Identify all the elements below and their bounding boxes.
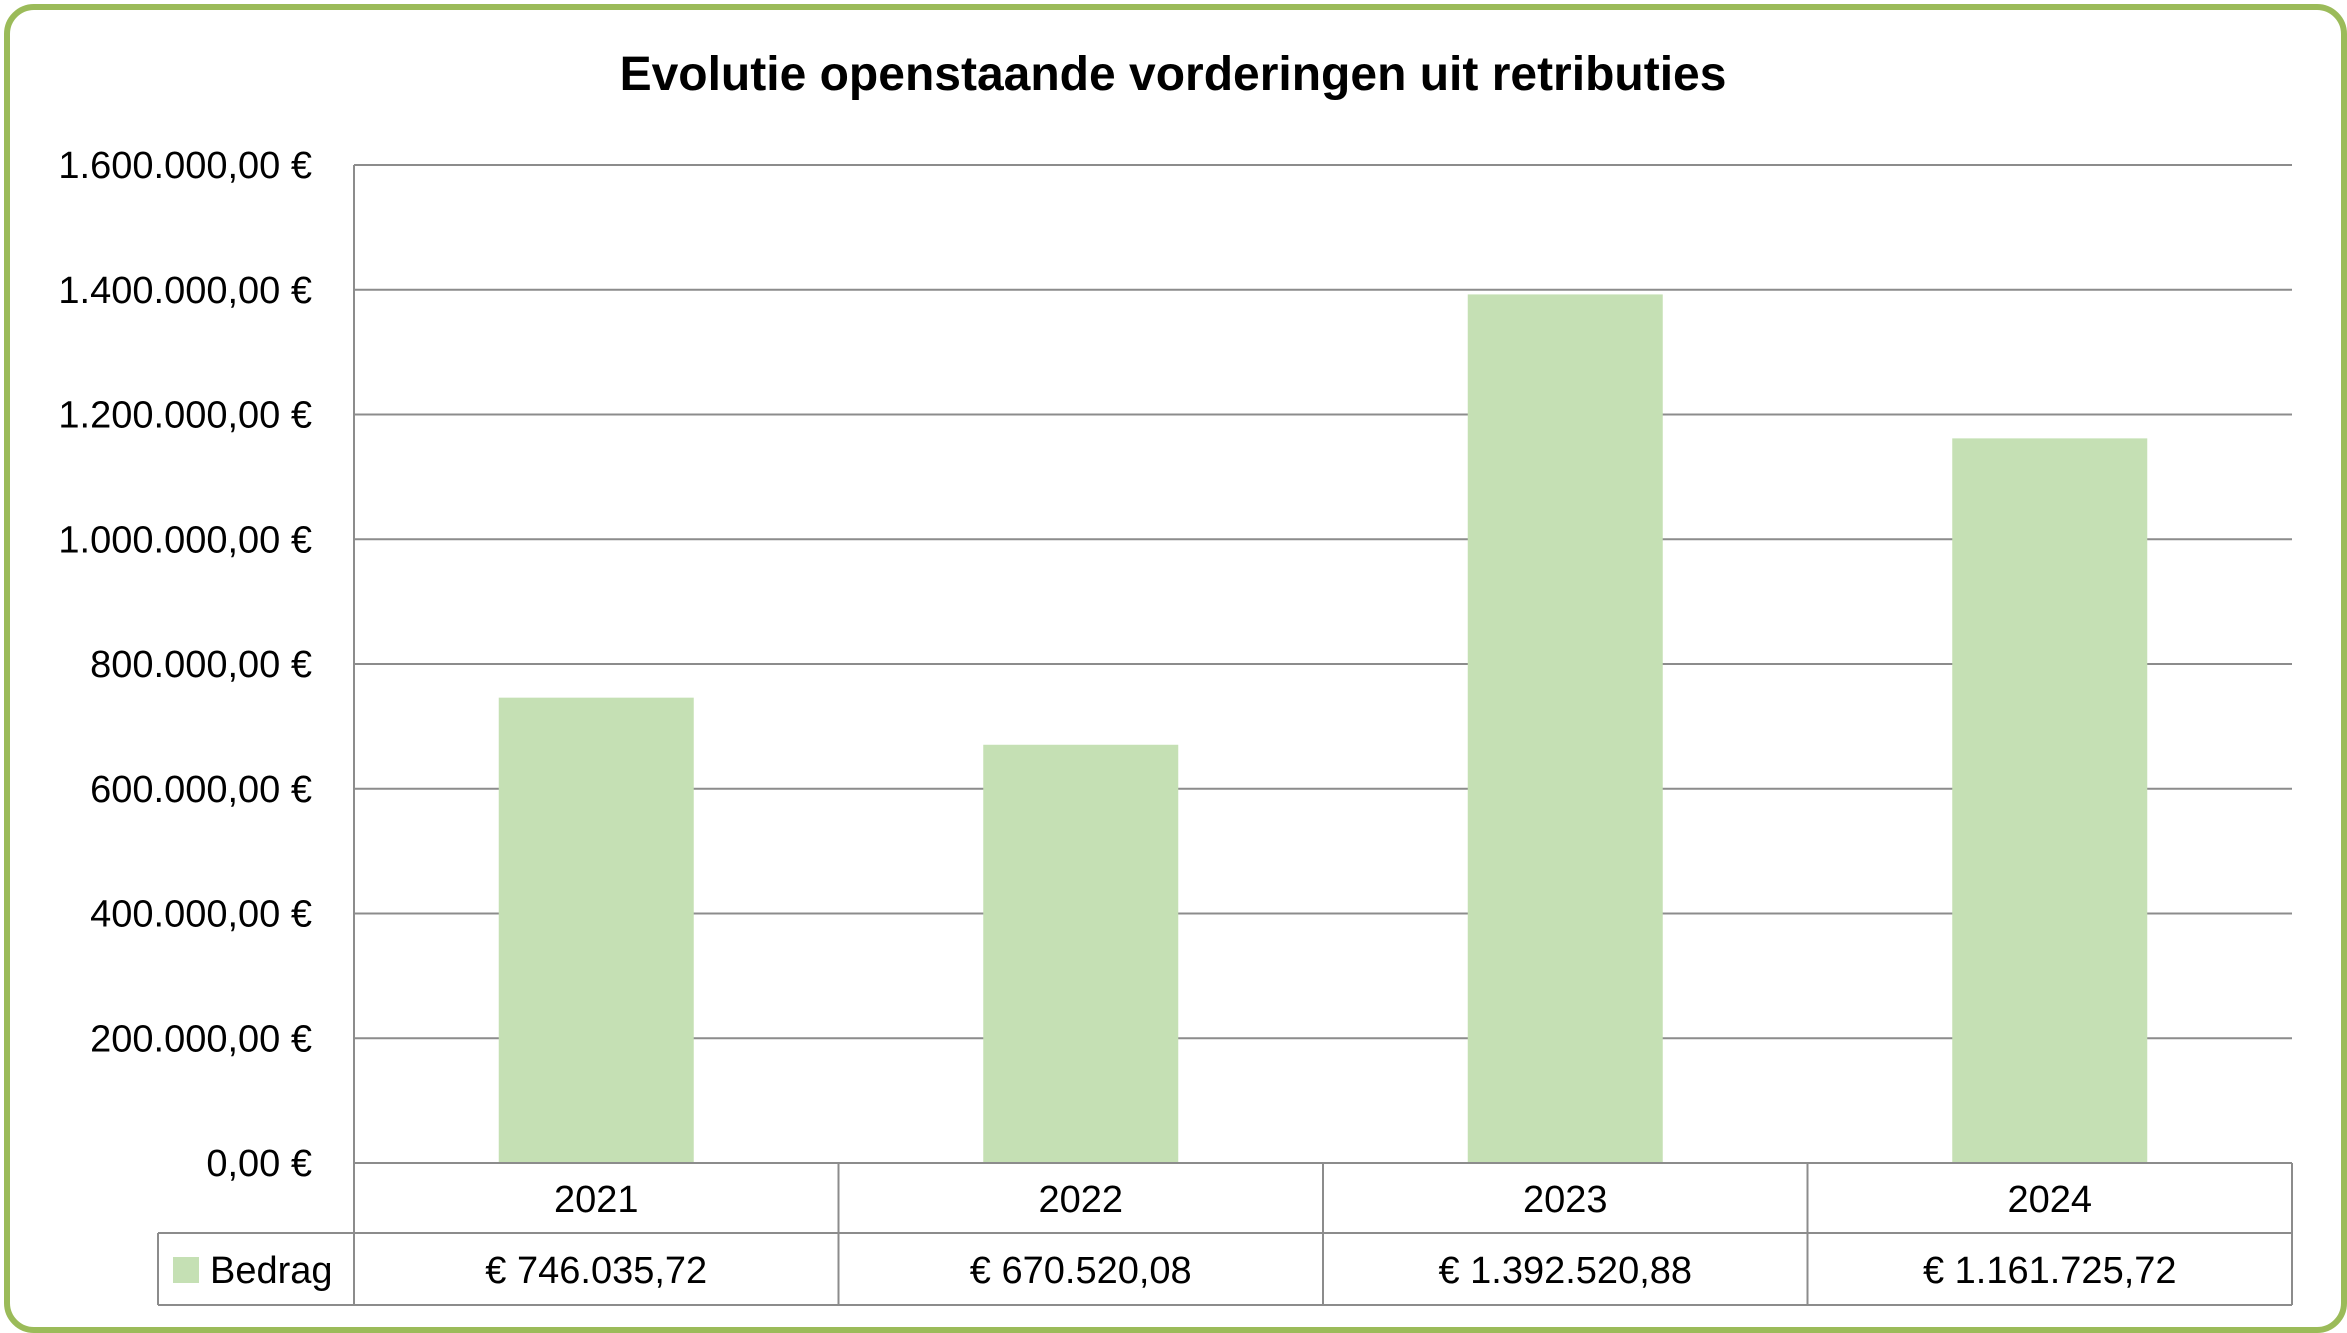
y-tick-label: 1.200.000,00 € [58,395,312,437]
y-tick-label: 1.000.000,00 € [58,519,312,561]
legend-swatch [173,1257,199,1283]
chart-title: Evolutie openstaande vorderingen uit ret… [620,48,1727,101]
x-tick-label: 2021 [554,1179,639,1221]
x-tick-label: 2024 [2007,1179,2092,1221]
x-tick-label: 2023 [1523,1179,1608,1221]
y-tick-label: 800.000,00 € [90,644,312,686]
bar [1952,438,2148,1163]
data-table: 2021 € 746.035,72 2022 € 670.520,08 2023 € 1.… [157,1162,2293,1306]
y-axis-ticks: 0,00 € 200.000,00 € 400.000,00 € 600.000,00… [58,145,312,1185]
data-label: € 670.520,08 [970,1250,1192,1292]
bar [983,744,1179,1163]
bar [498,697,694,1163]
y-tick-label: 1.600.000,00 € [58,145,312,187]
y-tick-label: 1.400.000,00 € [58,270,312,312]
legend-label: Bedrag [210,1250,333,1292]
y-tick-label: 400.000,00 € [90,894,312,936]
y-tick-label: 0,00 € [206,1143,312,1185]
x-tick-label: 2022 [1038,1179,1123,1221]
data-label: € 1.392.520,88 [1438,1250,1692,1292]
y-tick-label: 200.000,00 € [90,1018,312,1060]
data-label: € 746.035,72 [485,1250,707,1292]
y-tick-label: 600.000,00 € [90,769,312,811]
data-label: € 1.161.725,72 [1923,1250,2177,1292]
bar [1467,294,1663,1163]
bars [498,294,2148,1163]
